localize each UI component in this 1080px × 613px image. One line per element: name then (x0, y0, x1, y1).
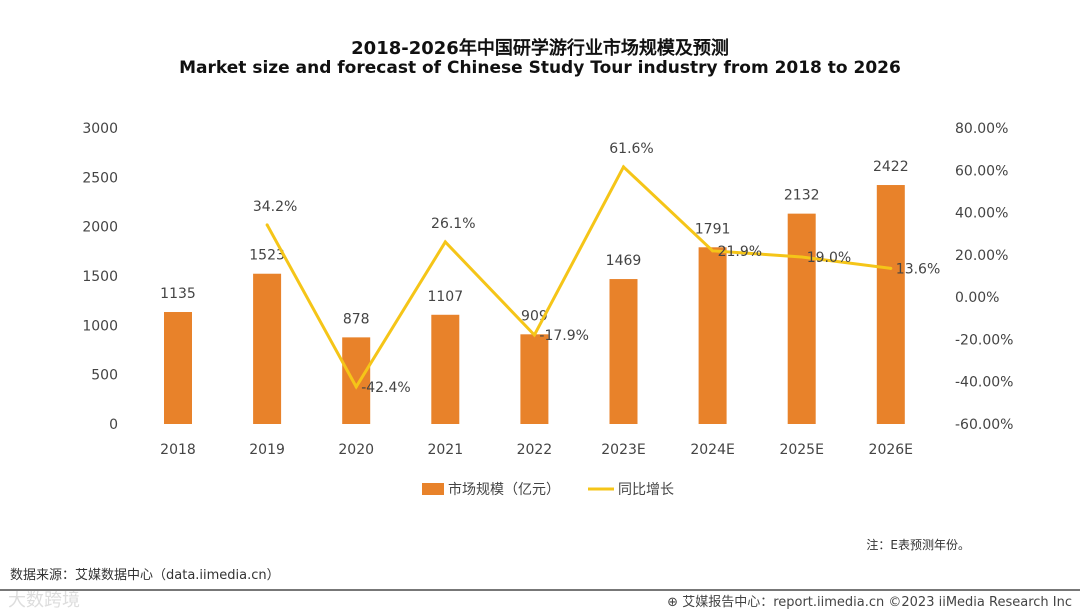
growth-value-label: -42.4% (361, 380, 411, 396)
bar-value-label: 2132 (784, 188, 820, 204)
y-left-tick-label: 2500 (82, 170, 118, 186)
bar (876, 185, 905, 424)
chart-subtitle: Market size and forecast of Chinese Stud… (179, 58, 901, 78)
growth-value-label: 21.9% (718, 244, 762, 260)
x-tick-label: 2024E (690, 442, 734, 458)
y-right-tick-label: 80.00% (955, 121, 1008, 137)
legend-line-label: 同比增长 (618, 482, 674, 498)
bar (698, 247, 727, 424)
growth-value-label: 61.6% (609, 141, 653, 157)
y-left-tick-label: 3000 (82, 121, 118, 137)
growth-line (265, 164, 891, 390)
y-right-tick-label: -20.00% (955, 332, 1013, 348)
bar (164, 312, 192, 424)
x-tick-label: 2019 (249, 442, 285, 458)
growth-point (889, 266, 893, 270)
watermark: 大数跨境 (8, 590, 80, 611)
bar-value-label: 1469 (606, 253, 642, 269)
y-left-tick-label: 1500 (82, 269, 118, 285)
growth-value-label: 34.2% (253, 199, 297, 215)
y-right-tick-label: 60.00% (955, 163, 1008, 179)
bar (253, 273, 282, 424)
legend-bar-label: 市场规模（亿元） (448, 481, 560, 498)
y-left-tick-label: 500 (91, 368, 118, 384)
y-right-tick-label: 0.00% (955, 290, 999, 306)
growth-value-label: 13.6% (896, 261, 940, 277)
x-tick-label: 2022 (517, 442, 553, 458)
chart-title: 2018-2026年中国研学游行业市场规模及预测 (351, 38, 729, 59)
bar-value-label: 2422 (873, 159, 909, 175)
x-tick-label: 2023E (601, 442, 645, 458)
x-tick-label: 2025E (779, 442, 823, 458)
y-left-tick-label: 1000 (82, 318, 118, 334)
y-right-tick-label: -40.00% (955, 375, 1013, 391)
y-left-tick-label: 0 (109, 417, 118, 433)
growth-point (622, 165, 625, 169)
globe-icon: ⊕ (667, 595, 683, 610)
data-source: 数据来源：艾媒数据中心（data.iimedia.cn） (10, 568, 280, 583)
y-right-tick-label: 20.00% (955, 248, 1008, 264)
divider (0, 589, 1080, 591)
bar-value-label: 1523 (249, 248, 285, 264)
forecast-note: 注：E表预测年份。 (866, 538, 970, 552)
x-tick-label: 2026E (869, 442, 913, 458)
y-right-tick-label: 40.00% (955, 206, 1008, 222)
growth-value-label: 26.1% (431, 216, 475, 232)
y-right-tick-label: -60.00% (955, 417, 1013, 433)
x-tick-label: 2021 (427, 442, 463, 458)
bar (342, 337, 371, 424)
growth-value-label: -17.9% (539, 328, 589, 344)
y-left-tick-label: 2000 (82, 220, 118, 236)
bar (609, 279, 638, 424)
x-tick-label: 2018 (160, 442, 196, 458)
bar-value-label: 878 (343, 311, 370, 327)
growth-value-label: 19.0% (807, 250, 851, 266)
bar-value-label: 1135 (160, 286, 196, 302)
growth-point (711, 249, 715, 253)
footer-credit: ⊕ 艾媒报告中心：report.iimedia.cn ©2023 iiMedia… (667, 595, 1072, 610)
growth-point (443, 240, 447, 244)
bar-value-label: 1791 (695, 221, 731, 237)
growth-point (532, 333, 536, 337)
bar-value-label: 1107 (427, 289, 463, 305)
growth-point (265, 223, 269, 227)
growth-point (354, 385, 358, 389)
growth-point (800, 255, 804, 259)
legend-bar-swatch (422, 483, 444, 495)
bar (787, 213, 816, 424)
x-tick-label: 2020 (338, 442, 374, 458)
bar (520, 334, 549, 424)
bar (431, 314, 460, 424)
